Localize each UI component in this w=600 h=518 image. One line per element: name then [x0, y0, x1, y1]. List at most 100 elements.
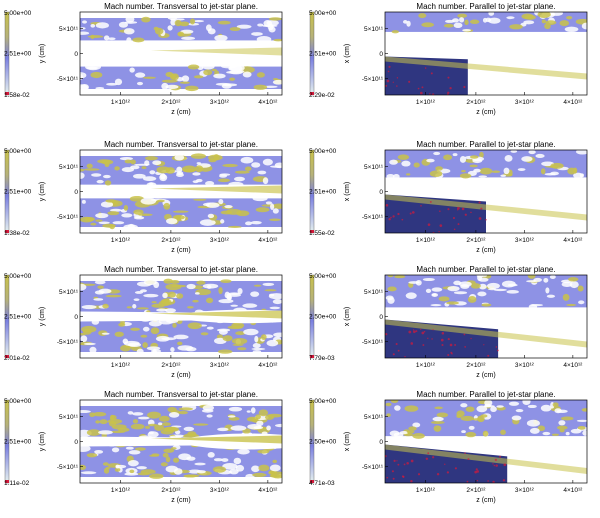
flow-blob [80, 283, 87, 291]
red-speck [406, 462, 409, 465]
red-speck [441, 331, 445, 335]
flow-blob [507, 283, 518, 287]
flow-blob [181, 36, 196, 41]
red-speck [487, 480, 489, 482]
flow-blob [272, 299, 282, 305]
x-tick-label: 4×10¹² [563, 362, 583, 369]
flow-blob [156, 199, 165, 203]
red-speck [449, 343, 453, 347]
flow-blob [221, 458, 229, 462]
red-speck [447, 76, 450, 79]
flow-blob [140, 334, 148, 338]
flow-blob [98, 288, 112, 294]
flow-blob [565, 431, 570, 436]
flow-blob [242, 303, 258, 308]
plot-field [80, 400, 282, 483]
flow-blob [133, 209, 144, 215]
flow-blob [386, 413, 391, 417]
x-tick-label: 4×10¹² [258, 362, 278, 369]
flow-blob [196, 280, 206, 285]
flow-blob [91, 173, 102, 177]
red-speck [415, 330, 418, 333]
flow-blob [527, 404, 537, 409]
flow-blob [95, 212, 109, 219]
flow-blob [156, 166, 171, 174]
flow-blob [206, 285, 212, 289]
flow-blob [166, 218, 178, 225]
flow-blob [126, 37, 132, 44]
colorbar-low-band [5, 355, 9, 358]
flow-blob [550, 162, 564, 169]
flow-blob [545, 20, 557, 25]
flow-blob [262, 282, 275, 286]
flow-blob [90, 34, 95, 40]
red-speck [427, 223, 431, 226]
flow-blob [218, 199, 224, 205]
red-speck [440, 338, 444, 342]
flow-blob [244, 166, 252, 172]
flow-blob [148, 182, 154, 186]
y-tick-label: 5×10¹¹ [59, 26, 79, 33]
panel-8: Mach number. Parallel to jet-star plane.… [309, 390, 588, 504]
flow-blob [205, 202, 220, 208]
x-tick-label: 4×10¹² [563, 487, 583, 494]
red-speck [409, 212, 412, 215]
flow-blob [174, 154, 185, 161]
flow-blob [137, 416, 150, 420]
flow-blob [387, 297, 395, 304]
colorbar-max-label: 5.00e+00 [4, 398, 32, 405]
red-speck [495, 464, 498, 467]
y-tick-label: -5×10¹¹ [57, 76, 79, 83]
x-tick-label: 4×10¹² [258, 237, 278, 244]
flow-blob [232, 343, 244, 346]
y-tick-label: 0 [379, 314, 383, 321]
x-tick-label: 2×10¹² [466, 99, 486, 106]
flow-blob [84, 168, 100, 171]
flow-blob [265, 201, 272, 205]
panel-7: Mach number. Transversal to jet-star pla… [4, 390, 283, 504]
flow-blob [515, 409, 524, 413]
flow-blob [269, 218, 281, 221]
flow-blob [142, 326, 150, 332]
flow-blob [213, 73, 226, 79]
flow-blob [262, 177, 269, 185]
x-tick-label: 3×10¹² [210, 487, 230, 494]
jet-shear-layer [150, 435, 282, 444]
colorbar-low-band [310, 480, 314, 483]
flow-blob [86, 429, 101, 436]
jet-shear-layer [385, 444, 587, 474]
flow-blob [549, 275, 556, 279]
colorbar-min-label: 1.55e-02 [309, 230, 335, 237]
flow-blob [476, 405, 488, 413]
red-speck [495, 346, 498, 348]
red-speck [453, 228, 456, 231]
flow-blob [136, 81, 144, 86]
red-speck [419, 91, 423, 95]
flow-blob [181, 75, 190, 82]
flow-blob [387, 275, 394, 278]
colorbar-mid-label: 2.51e+00 [309, 189, 337, 196]
flow-blob [250, 221, 262, 225]
flow-blob [457, 13, 468, 18]
jet-shear-layer [385, 319, 587, 348]
flow-blob [173, 334, 189, 340]
x-tick-label: 2×10¹² [466, 237, 486, 244]
flow-blob [148, 423, 158, 427]
flow-blob [229, 70, 244, 75]
flow-blob [477, 291, 487, 297]
red-speck [441, 343, 444, 347]
x-axis-label: z (cm) [171, 247, 190, 254]
colorbar-low-band [310, 355, 314, 358]
flow-blob [225, 208, 242, 215]
flow-blob [187, 322, 202, 330]
flow-blob [194, 165, 204, 173]
red-speck [499, 455, 501, 458]
red-speck [401, 218, 404, 221]
flow-blob [132, 419, 139, 424]
red-speck [420, 328, 422, 331]
red-speck [412, 211, 415, 214]
flow-blob [569, 281, 579, 289]
flow-blob [114, 467, 121, 472]
colorbar-max-label: 5.00e+00 [309, 10, 337, 17]
